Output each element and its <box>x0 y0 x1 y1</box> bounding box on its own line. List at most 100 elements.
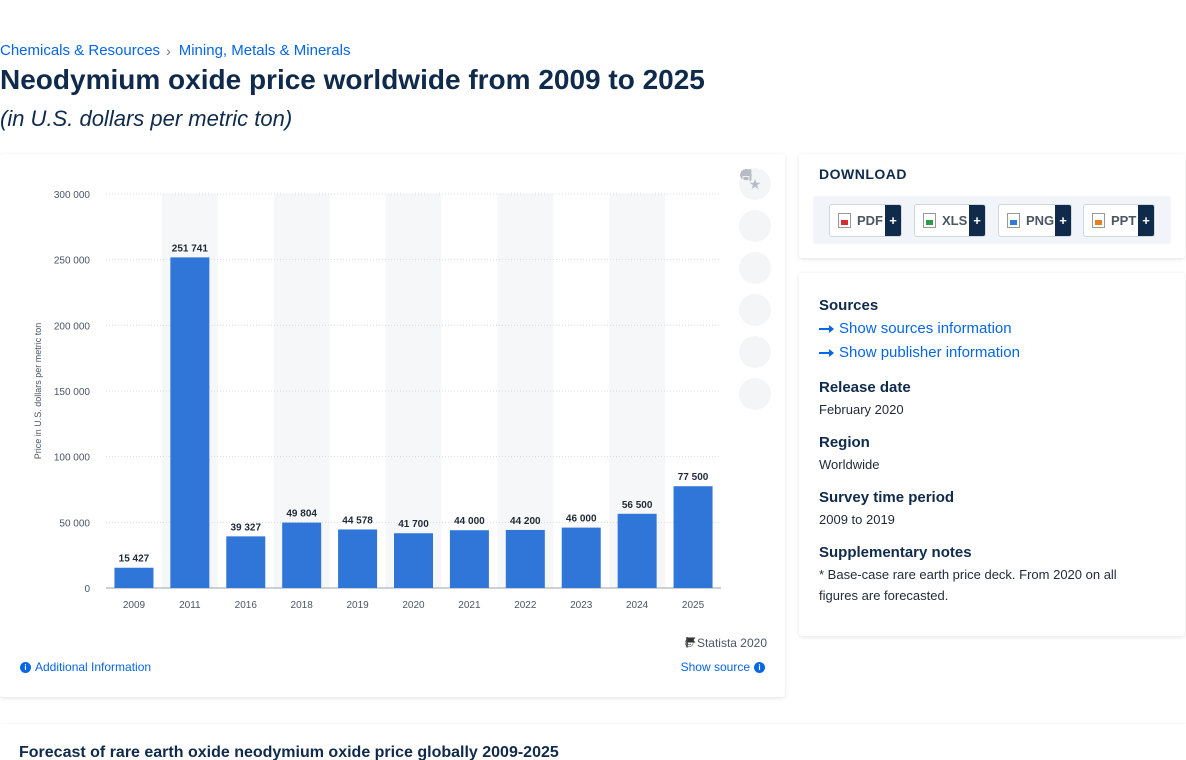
data-label: 44 000 <box>454 516 485 527</box>
x-tick-label: 2020 <box>402 600 425 611</box>
x-tick-label: 2009 <box>123 600 146 611</box>
data-label: 251 741 <box>172 243 209 254</box>
y-tick-label: 250 000 <box>54 256 91 267</box>
download-title: DOWNLOAD <box>819 166 907 182</box>
data-label: 44 578 <box>342 515 373 526</box>
download-png-button[interactable]: PNG + <box>998 204 1072 237</box>
bar <box>449 530 489 588</box>
breadcrumb-item-chemicals[interactable]: Chemicals & Resources <box>0 42 161 59</box>
download-xls-label: XLS <box>942 213 968 228</box>
supplementary-notes-heading: Supplementary notes <box>819 544 972 561</box>
pdf-file-icon <box>838 213 851 228</box>
show-sources-label: Show sources information <box>839 320 1012 337</box>
y-tick-label: 200 000 <box>54 321 91 332</box>
sources-heading: Sources <box>819 297 879 314</box>
data-label: 77 500 <box>678 472 709 483</box>
share-icon[interactable] <box>739 169 771 326</box>
statistic-details-card: Sources Show sources information Show pu… <box>799 273 1185 636</box>
citation-quote-icon[interactable] <box>739 171 771 368</box>
arrow-right-icon <box>819 324 834 333</box>
breadcrumb-separator: › <box>166 42 171 59</box>
info-icon: i <box>754 661 765 673</box>
bar <box>394 533 433 588</box>
y-axis-label: Price in U.S. dollars per metric ton <box>33 323 43 460</box>
bar <box>282 522 322 588</box>
flag-icon[interactable] <box>685 636 697 648</box>
breadcrumb: Chemicals & Resources › Mining, Metals &… <box>0 42 350 59</box>
data-label: 41 700 <box>398 519 429 530</box>
chart-card: 0 50 000 100 000 150 000 200 000 250 000 300 0… <box>0 154 785 697</box>
data-label: 39 327 <box>230 522 261 533</box>
xls-file-icon <box>923 213 936 228</box>
x-tick-label: 2022 <box>514 600 537 611</box>
arrow-right-icon <box>819 348 834 357</box>
y-tick-label: 300 000 <box>54 190 91 201</box>
data-label: 46 000 <box>566 514 597 525</box>
x-tick-label: 2016 <box>235 600 258 611</box>
credit-text: © Statista 2020 <box>684 636 767 650</box>
bar <box>170 257 210 588</box>
bar-chart: 0 50 000 100 000 150 000 200 000 250 000 300 0… <box>33 190 721 611</box>
download-pdf-button[interactable]: PDF + <box>829 204 902 237</box>
category-band <box>497 194 554 588</box>
download-ppt-label: PPT <box>1111 213 1137 228</box>
show-sources-link[interactable]: Show sources information <box>819 320 1012 337</box>
breadcrumb-item-mining[interactable]: Mining, Metals & Minerals <box>178 42 351 59</box>
y-tick-label: 100 000 <box>54 453 91 464</box>
info-icon: i <box>20 661 31 673</box>
related-statistic-card: Forecast of rare earth oxide neodymium o… <box>0 724 1186 760</box>
bar <box>338 529 378 588</box>
x-tick-label: 2018 <box>291 600 314 611</box>
plus-icon: + <box>969 205 985 236</box>
show-source-link[interactable]: Show source i <box>681 660 765 674</box>
additional-information-label: Additional Information <box>35 660 152 674</box>
bar <box>561 527 601 588</box>
supplementary-notes-value: * Base-case rare earth price deck. From … <box>819 567 1117 603</box>
page-subtitle: (in U.S. dollars per metric ton) <box>0 106 293 131</box>
release-date-value: February 2020 <box>819 402 904 417</box>
bar <box>617 513 657 588</box>
page-title: Neodymium oxide price worldwide from 200… <box>0 64 705 95</box>
related-statistic-title[interactable]: Forecast of rare earth oxide neodymium o… <box>19 744 559 760</box>
x-tick-label: 2011 <box>179 600 201 611</box>
download-buttons: PDF + XLS + PNG + PPT + <box>813 196 1171 244</box>
download-png-label: PNG <box>1026 213 1055 228</box>
plus-icon: + <box>1055 205 1071 236</box>
y-tick-label: 0 <box>84 584 90 595</box>
download-card: DOWNLOAD PDF + XLS + PNG + PPT + <box>799 154 1185 258</box>
bar <box>505 529 545 588</box>
region-value: Worldwide <box>819 457 880 472</box>
print-icon[interactable] <box>739 169 771 410</box>
bar <box>114 567 154 588</box>
x-tick-label: 2024 <box>626 600 649 611</box>
settings-gear-icon[interactable] <box>739 169 771 284</box>
additional-information-link[interactable]: i Additional Information <box>20 660 151 674</box>
data-label: 15 427 <box>119 554 150 565</box>
notification-bell-icon[interactable] <box>739 169 771 242</box>
statista-credit: © Statista 2020 <box>685 636 767 650</box>
show-source-label: Show source <box>680 660 750 674</box>
survey-period-value: 2009 to 2019 <box>819 512 895 527</box>
data-label: 44 200 <box>510 516 541 527</box>
x-tick-label: 2019 <box>346 600 369 611</box>
release-date-heading: Release date <box>819 379 911 396</box>
plus-icon: + <box>1138 205 1154 236</box>
download-pdf-label: PDF <box>857 213 883 228</box>
download-ppt-button[interactable]: PPT + <box>1083 204 1155 237</box>
x-tick-label: 2025 <box>682 600 705 611</box>
bar <box>226 536 266 588</box>
data-label: 56 500 <box>622 500 653 511</box>
download-xls-button[interactable]: XLS + <box>914 204 986 237</box>
chart-toolbar: ★ <box>739 168 771 420</box>
plus-icon: + <box>885 205 901 236</box>
show-publisher-link[interactable]: Show publisher information <box>819 344 1020 361</box>
bar <box>673 486 713 588</box>
survey-period-heading: Survey time period <box>819 489 955 506</box>
ppt-file-icon <box>1092 213 1105 228</box>
y-tick-label: 150 000 <box>54 387 91 398</box>
y-tick-label: 50 000 <box>59 518 90 529</box>
png-file-icon <box>1007 213 1020 228</box>
x-tick-label: 2021 <box>458 600 481 611</box>
region-heading: Region <box>819 434 870 451</box>
x-tick-label: 2023 <box>570 600 593 611</box>
